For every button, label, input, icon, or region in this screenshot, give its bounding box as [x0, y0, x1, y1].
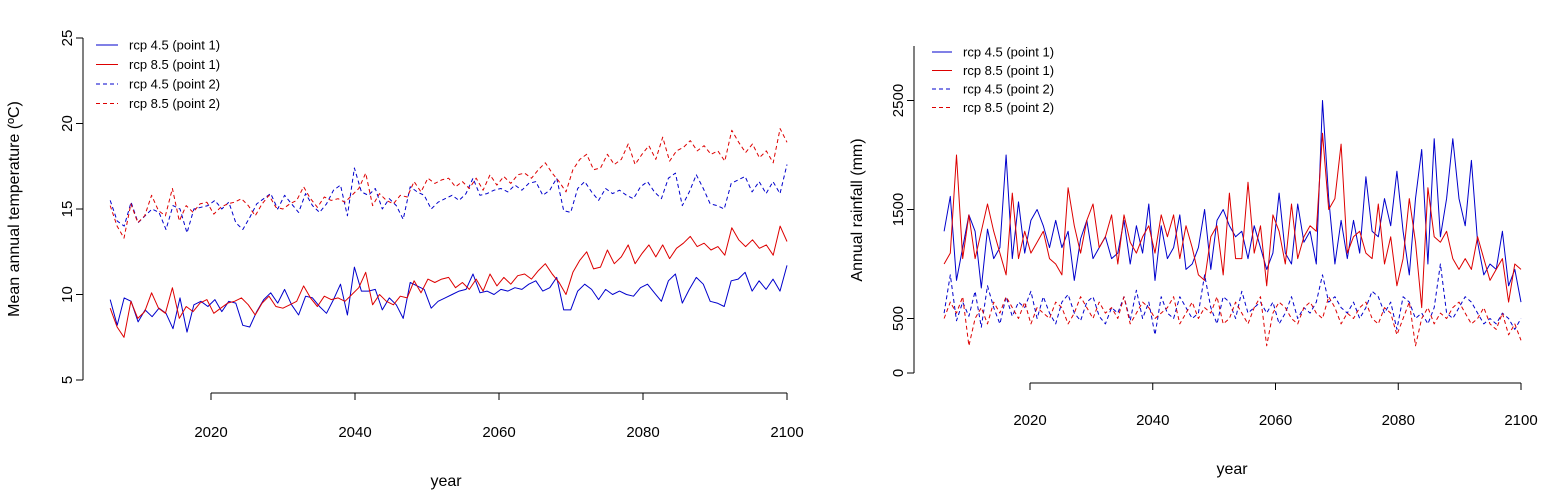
y-tick-label: 5: [59, 376, 76, 384]
x-tick-label: 2020: [1013, 412, 1046, 429]
legend-label: rcp 4.5 (point 2): [129, 77, 220, 92]
x-tick-label: 2060: [482, 424, 515, 441]
y-tick-label: 500: [890, 306, 907, 331]
y-tick-label: 1500: [890, 193, 907, 226]
x-tick-label: 2020: [194, 424, 227, 441]
legend-label: rcp 8.5 (point 2): [963, 100, 1054, 115]
x-tick-label: 2080: [626, 424, 659, 441]
x-tick-label: 2060: [1259, 412, 1292, 429]
series-line-rcp-8-5-point-2-: [943, 296, 1522, 347]
series-line-rcp-8-5-point-1-: [943, 132, 1522, 309]
y-tick-label: 2500: [890, 84, 907, 117]
y-tick-label: 10: [59, 286, 76, 303]
legend-label: rcp 8.5 (point 1): [129, 57, 220, 72]
legend-label: rcp 8.5 (point 1): [963, 63, 1054, 78]
legend-label: rcp 4.5 (point 1): [129, 38, 220, 53]
series-line-rcp-4-5-point-2-: [109, 164, 788, 234]
rainfall-chart: year Annual rainfall (mm) 0 500 1500 2500 2…: [849, 45, 1538, 479]
y-tick-label: 0: [890, 369, 907, 377]
series-line-rcp-8-5-point-1-: [109, 225, 788, 338]
temperature-chart: year Mean annual temperature (ºC) 5 10 15 2…: [6, 30, 804, 490]
legend-label: rcp 4.5 (point 1): [963, 45, 1054, 60]
legend-label: rcp 8.5 (point 2): [129, 96, 220, 111]
rainfall-x-axis-title: year: [1216, 461, 1248, 478]
series-line-rcp-8-5-point-2-: [109, 128, 788, 239]
y-tick-label: 25: [59, 30, 76, 47]
x-tick-label: 2040: [1136, 412, 1169, 429]
legend-label: rcp 4.5 (point 2): [963, 82, 1054, 97]
y-tick-label: 20: [59, 115, 76, 132]
temperature-y-axis-title: Mean annual temperature (ºC): [6, 101, 23, 317]
x-tick-label: 2100: [770, 424, 803, 441]
x-tick-label: 2080: [1382, 412, 1415, 429]
rainfall-y-axis-title: Annual rainfall (mm): [849, 138, 866, 281]
temperature-x-axis-title: year: [430, 473, 462, 490]
x-tick-label: 2100: [1504, 412, 1537, 429]
x-tick-label: 2040: [338, 424, 371, 441]
series-line-rcp-4-5-point-1-: [109, 265, 788, 333]
y-tick-label: 15: [59, 201, 76, 218]
series-line-rcp-4-5-point-1-: [943, 100, 1522, 303]
